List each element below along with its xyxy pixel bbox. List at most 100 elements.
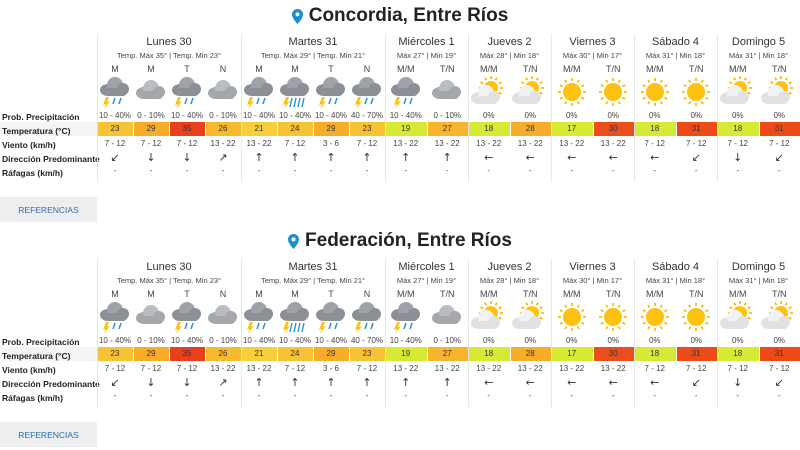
icon-part [208,80,237,99]
temperature: 26 [218,124,228,133]
gusts: - [487,166,491,175]
icon-part [539,81,544,85]
icon-part [725,321,747,329]
icon-part [663,84,668,88]
wind-direction: ↓ [182,376,192,389]
weather-icon [388,301,424,335]
icon-part [106,313,127,321]
wind: 13 - 22 [600,364,626,373]
wind: 13 - 22 [393,139,419,148]
wind-direction: ↙ [691,376,701,389]
weather-icon [313,301,349,335]
period-label: M/M [729,289,747,299]
pin-icon [291,8,303,24]
icon-svg [390,77,420,109]
period-label: M [255,64,263,74]
row-label: Temperatura (°C) [2,126,71,136]
icon-part [103,97,110,109]
icon-part [297,322,301,333]
icon-svg [682,78,711,106]
gusts: - [528,166,532,175]
day-temps: Máx 31° | Min 18° [645,276,706,285]
icon-svg [244,302,273,334]
day-separator [241,259,242,407]
wind-direction: ↙ [774,376,784,389]
day-separator [468,259,469,407]
icon-part [283,322,290,334]
gusts: - [113,166,117,175]
references-button[interactable]: REFERENCIAS [0,422,97,447]
icon-part [364,97,368,105]
temp-cell [170,122,205,136]
wind-direction: ↑ [290,151,300,164]
wind-direction: ↓ [146,151,156,164]
temperature: 27 [442,124,452,133]
wind: 13 - 22 [246,364,272,373]
icon-part [580,309,585,313]
block-title: Concordia, Entre Ríos [0,4,800,28]
icon-part [743,77,747,81]
references-button[interactable]: REFERENCIAS [0,197,97,222]
temp-cell [350,122,385,136]
row-label: Prob. Precipitación [2,112,80,122]
icon-part [301,97,305,108]
period-label: N [363,289,371,299]
temperature: 24 [290,124,300,133]
gusts: - [694,166,698,175]
icon-part [683,84,688,88]
icon-part [747,316,751,320]
wind: 13 - 22 [210,139,236,148]
weather-icon [595,76,631,110]
temp-cell [386,122,427,136]
pin-shape [291,8,303,24]
icon-part [622,84,626,88]
icon-svg [599,78,628,106]
icon-part [788,306,793,310]
temp-cell [676,347,717,361]
icon-part [659,326,663,330]
day-temps: Temp. Máx 29° | Temp. Min 21° [260,276,366,285]
wind-direction: ← [484,376,494,389]
icon-part [297,97,301,108]
wind: 7 - 12 [356,139,378,148]
icon-part [767,96,789,104]
icon-part [328,322,332,330]
icon-part [322,313,343,321]
icon-part [761,310,791,329]
icon-svg [682,303,711,331]
icon-svg [599,303,628,331]
weather-icon [429,301,465,335]
temp-cell [242,347,277,361]
wind: 7 - 12 [176,139,198,148]
weather-icon [97,76,133,110]
temperature: 28 [525,349,535,358]
temp-cell [134,347,169,361]
wind-direction: ↓ [733,151,743,164]
period-label: M [147,64,155,74]
weather-icon [595,301,631,335]
temp-cell [469,122,510,136]
temperature: 35 [182,124,192,133]
weather-icon [470,301,507,335]
icon-part [521,306,525,310]
day-name: Lunes 30 [146,36,192,48]
gusts: - [528,391,532,400]
wind-direction: ↙ [691,151,701,164]
temperature: 31 [691,349,701,358]
temperature: 23 [362,124,372,133]
icon-part [683,321,688,325]
icon-part [539,316,544,320]
wind: 7 - 12 [140,139,162,148]
precip: 0 - 10% [209,111,237,120]
wind: 7 - 12 [284,364,306,373]
icon-part [525,77,529,81]
icon-part [647,79,650,83]
gusts: - [404,391,408,400]
icon-part [479,81,484,85]
temperature: 31 [774,349,784,358]
wind: 13 - 22 [210,364,236,373]
icon-part [355,322,362,334]
day-name: Martes 31 [288,261,338,273]
period-label: T/N [772,64,787,74]
day-name: Martes 31 [288,36,338,48]
